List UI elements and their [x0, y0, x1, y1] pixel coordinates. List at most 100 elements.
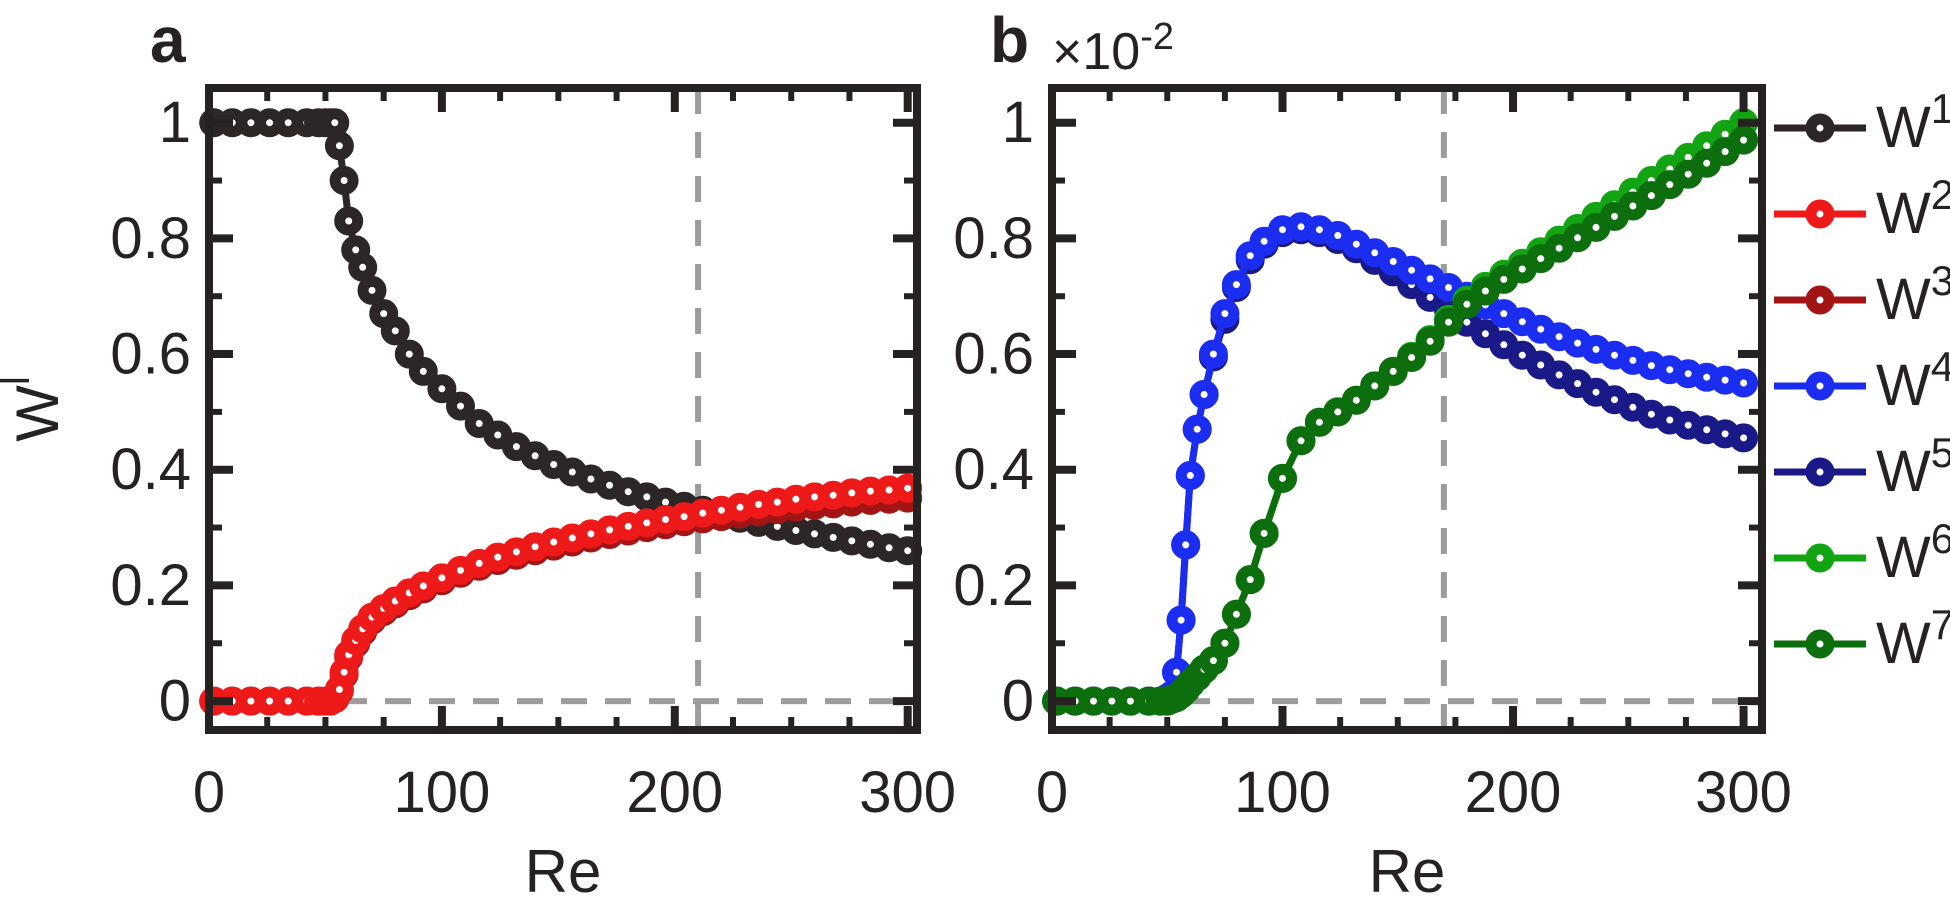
data-point-marker: [408, 356, 438, 386]
legend-entry-W6: W6: [1772, 515, 1950, 601]
y-tick-label: 0.8: [110, 206, 191, 271]
data-point-marker: [1221, 599, 1251, 629]
legend-marker: [1805, 457, 1835, 487]
data-point-marker: [1341, 385, 1371, 415]
data-point-marker: [1415, 326, 1445, 356]
data-point-marker: [1198, 339, 1228, 369]
legend-label-superscript: 2: [1930, 171, 1950, 218]
x-tick-label: 100: [1234, 760, 1331, 825]
series-markers-W1: [199, 108, 923, 566]
data-point-marker: [1221, 270, 1251, 300]
legend-label: W7: [1876, 604, 1950, 673]
axis-ticks: [1048, 88, 1762, 730]
data-point-marker: [1729, 368, 1759, 398]
data-point-marker: [1249, 518, 1279, 548]
legend-label: W3: [1876, 260, 1950, 329]
ylabel-base: W: [4, 385, 71, 442]
panel-a: 0 100 200 300 0 0.2 0.4 0.6 0.8 1: [110, 84, 956, 825]
axes-box: [205, 84, 921, 734]
y-tick-label: 0.6: [110, 322, 191, 387]
series-line-W4: [1053, 223, 1748, 705]
data-point-marker: [483, 420, 513, 450]
tick-labels: 0 100 200 300 0 0.2 0.4 0.6 0.8 1: [953, 90, 1792, 825]
tick-labels: 0 100 200 300 0 0.2 0.4 0.6 0.8 1: [110, 90, 956, 825]
axis-ticks: [205, 88, 917, 730]
x-tick-label: 0: [193, 760, 225, 825]
y-tick-label: 0.4: [110, 437, 191, 502]
y-tick-label: 0.2: [110, 553, 191, 618]
data-point-marker: [464, 409, 494, 438]
legend-entry-W4: W4: [1772, 343, 1950, 429]
data-point-marker: [1323, 397, 1353, 427]
legend-label: W1: [1876, 88, 1950, 157]
legend-marker: [1805, 543, 1835, 573]
legend-label-base: W: [1876, 611, 1931, 676]
legend-label-base: W: [1876, 95, 1931, 160]
legend-entry-W3: W3: [1772, 257, 1950, 343]
multiplier-exponent: -2: [1140, 16, 1175, 58]
series-line-W5: [1053, 226, 1748, 705]
series-markers-W5: [1042, 215, 1759, 716]
data-point-marker: [329, 166, 359, 195]
panel-b-xlabel: Re: [1368, 838, 1446, 905]
data-point-marker: [1378, 356, 1408, 386]
data-point-marker: [1249, 226, 1279, 256]
legend-label-base: W: [1876, 181, 1931, 246]
panel-b: 0 100 200 300 0 0.2 0.4 0.6 0.8 1: [953, 84, 1792, 825]
y-tick-label: 0.8: [953, 206, 1034, 271]
data-point-marker: [1360, 371, 1390, 401]
data-point-marker: [357, 275, 387, 305]
y-tick-label: 0: [159, 669, 191, 734]
legend-marker-sample: [1774, 285, 1866, 315]
legend-entry-W2: W2: [1772, 171, 1950, 257]
legend-label: W5: [1876, 432, 1950, 501]
legend: W1 W2 W3 W4 W5 W6 W7: [1772, 85, 1950, 687]
data-point-marker: [380, 316, 410, 346]
data-point-marker: [427, 374, 457, 404]
data-point-marker: [1166, 605, 1196, 635]
data-point-marker: [1434, 307, 1463, 337]
panel-b-letter: b: [990, 4, 1030, 76]
data-point-marker: [348, 252, 378, 282]
data-point-marker: [1692, 148, 1722, 178]
legend-label-base: W: [1876, 439, 1931, 504]
legend-label: W4: [1876, 346, 1950, 415]
legend-label-superscript: 5: [1930, 429, 1950, 476]
panel-b-scale-multiplier: ×10-2: [1052, 18, 1174, 78]
x-tick-label: 100: [394, 760, 491, 825]
x-tick-label: 300: [1695, 760, 1792, 825]
y-tick-label: 0.6: [953, 322, 1034, 387]
legend-label-superscript: 3: [1930, 257, 1950, 304]
legend-label-base: W: [1876, 525, 1931, 590]
data-point-marker: [1286, 426, 1316, 456]
x-tick-label: 0: [1036, 760, 1068, 825]
data-point-marker: [446, 391, 475, 421]
legend-label-superscript: 6: [1930, 515, 1950, 562]
legend-entry-W5: W5: [1772, 429, 1950, 515]
legend-marker: [1805, 199, 1835, 229]
legend-marker-sample: [1774, 371, 1866, 401]
legend-entry-W7: W7: [1772, 601, 1950, 687]
legend-marker-sample: [1774, 457, 1866, 487]
panel-a-xlabel: Re: [524, 838, 602, 905]
legend-marker-sample: [1774, 199, 1866, 229]
y-tick-label: 0.4: [953, 437, 1034, 502]
legend-marker-sample: [1774, 113, 1866, 143]
x-tick-label: 200: [1465, 760, 1562, 825]
data-point-marker: [1175, 461, 1205, 490]
data-point-marker: [1210, 299, 1240, 329]
legend-label: W2: [1876, 174, 1950, 243]
legend-entry-W1: W1: [1772, 85, 1950, 171]
data-point-marker: [1171, 530, 1201, 560]
data-point-marker: [1268, 463, 1297, 493]
data-point-marker: [1470, 276, 1500, 306]
data-point-marker: [1710, 137, 1740, 167]
data-point-marker: [1182, 414, 1212, 444]
data-point-marker: [1729, 423, 1759, 453]
y-tick-label: 0: [1002, 669, 1034, 734]
legend-marker-sample: [1774, 543, 1866, 573]
legend-label-base: W: [1876, 353, 1931, 418]
legend-label-base: W: [1876, 267, 1931, 332]
legend-marker: [1805, 629, 1835, 659]
